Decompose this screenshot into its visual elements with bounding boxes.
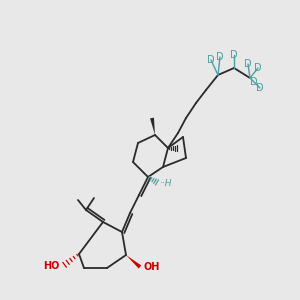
Text: ··H: ··H xyxy=(160,178,172,188)
Polygon shape xyxy=(126,255,141,268)
Text: HO: HO xyxy=(44,261,60,271)
Polygon shape xyxy=(150,118,155,135)
Text: D: D xyxy=(256,83,264,93)
Text: D: D xyxy=(244,59,252,69)
Text: D: D xyxy=(230,50,238,60)
Text: D: D xyxy=(254,63,262,73)
Text: D: D xyxy=(216,52,224,62)
Text: OH: OH xyxy=(143,262,159,272)
Text: D: D xyxy=(250,77,258,87)
Text: D: D xyxy=(207,55,215,65)
